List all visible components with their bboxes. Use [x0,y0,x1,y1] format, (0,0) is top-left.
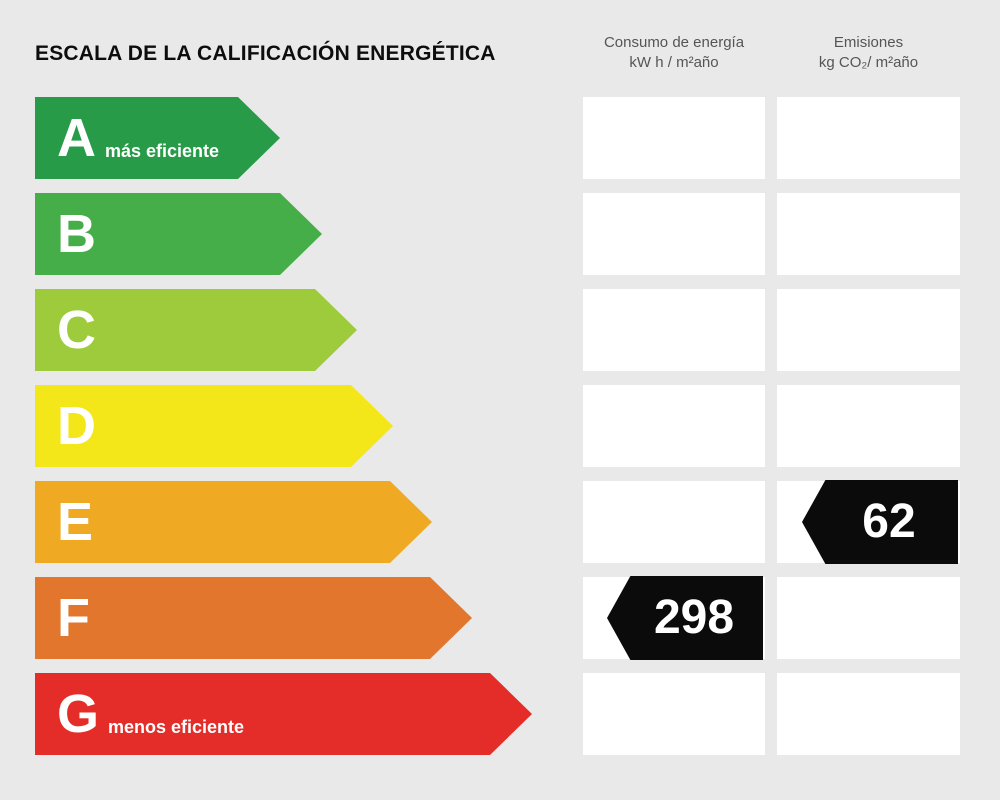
rating-bar-a: A más eficiente [35,97,280,179]
consumo-cell-b [583,193,765,275]
emisiones-cell-c [777,289,960,371]
rating-letter: B [57,204,96,264]
rating-letter: D [57,396,96,456]
consumo-cell-d [583,385,765,467]
rating-row-e: E 62 [35,480,960,564]
consumo-cell-f: 298 [583,576,765,660]
consumo-cell-a [583,97,765,179]
rating-row-d: D [35,385,960,467]
consumo-cell-g [583,673,765,755]
emisiones-cell-b [777,193,960,275]
rating-bar-b: B [35,193,322,275]
column-header-consumo: Consumo de energía kW h / m²año [583,33,765,73]
rating-bar-d: D [35,385,393,467]
consumo-value: 298 [653,591,735,644]
rating-rows: A más eficiente B C D [35,97,960,769]
rating-letter: C [57,300,96,360]
rating-letter: E [57,492,94,552]
rating-note-least-efficient: menos eficiente [108,716,245,737]
rating-letter: A [57,108,96,168]
rating-bar-f: F [35,577,472,659]
emisiones-cell-g [777,673,960,755]
rating-bar-c: C [35,289,357,371]
rating-letter: G [57,684,100,744]
column-header-emisiones: Emisiones kg CO₂/ m²año [777,33,960,73]
consumo-value-badge: 298 [607,576,763,660]
emisiones-cell-f [777,577,960,659]
rating-row-c: C [35,289,960,371]
rating-row-a: A más eficiente [35,97,960,179]
rating-row-g: G menos eficiente [35,673,960,755]
column-header-consumo-line2: kW h / m²año [629,54,719,71]
column-header-emisiones-line2: kg CO₂/ m²año [818,54,919,71]
emisiones-value-badge: 62 [802,480,958,564]
rating-bar-e: E [35,481,432,563]
rating-bar-g: G menos eficiente [35,673,532,755]
emisiones-cell-a [777,97,960,179]
rating-letter: F [57,588,90,648]
emisiones-cell-d [777,385,960,467]
emisiones-value: 62 [862,495,916,548]
emisiones-cell-e: 62 [777,480,960,564]
column-header-consumo-line1: Consumo de energía [603,34,745,51]
rating-row-b: B [35,193,960,275]
rating-note-most-efficient: más eficiente [105,140,220,161]
column-header-emisiones-line1: Emisiones [833,34,904,51]
consumo-cell-c [583,289,765,371]
rating-row-f: F 298 [35,576,960,660]
consumo-cell-e [583,481,765,563]
page-title: ESCALA DE LA CALIFICACIÓN ENERGÉTICA [35,42,496,65]
